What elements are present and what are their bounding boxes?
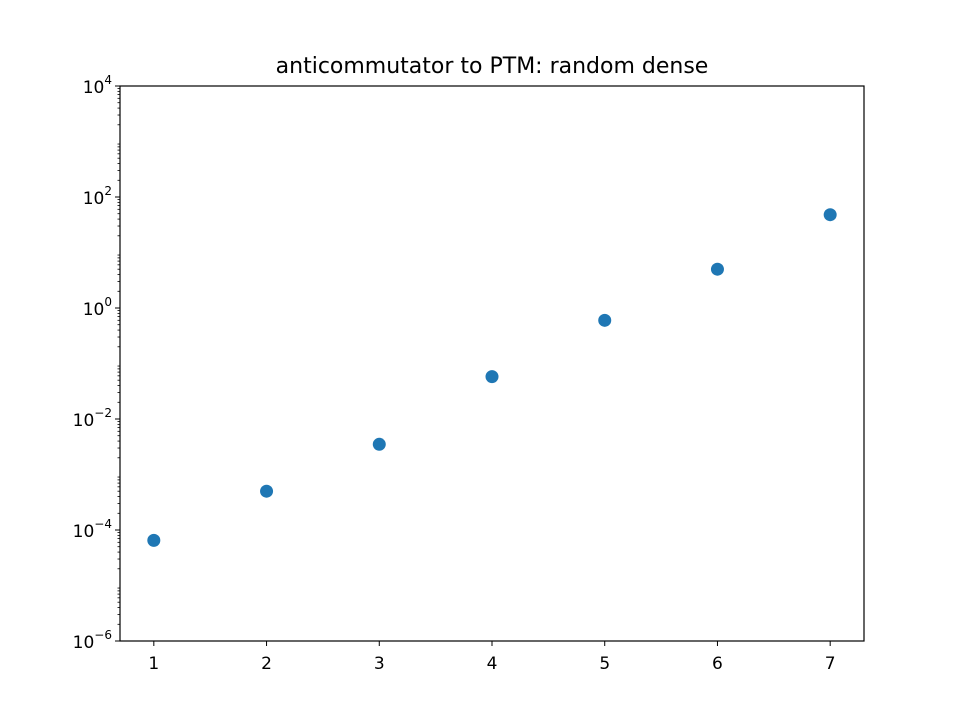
x-tick-label: 4 bbox=[487, 654, 498, 674]
x-tick-label: 3 bbox=[374, 654, 385, 674]
x-tick-label: 6 bbox=[712, 654, 723, 674]
data-point bbox=[710, 262, 724, 276]
y-tick-label: 10−2 bbox=[73, 406, 112, 431]
x-tick-label: 2 bbox=[261, 654, 272, 674]
y-tick-label: 102 bbox=[83, 184, 112, 209]
x-tick-label: 1 bbox=[148, 654, 159, 674]
data-point bbox=[372, 437, 386, 451]
y-tick-label: 10−6 bbox=[73, 628, 112, 653]
x-tick-label: 5 bbox=[599, 654, 610, 674]
plot-area: 10−6 10−4 10−2 100 102 104 1 2 3 4 5 6 7 bbox=[73, 73, 865, 674]
x-tick-label: 7 bbox=[825, 654, 836, 674]
data-point bbox=[147, 533, 161, 547]
y-tick-label: 104 bbox=[83, 73, 112, 98]
plot-frame bbox=[119, 85, 865, 642]
y-tick-label: 10−4 bbox=[73, 517, 112, 542]
data-point bbox=[823, 208, 837, 222]
y-tick-label: 100 bbox=[83, 295, 112, 320]
data-point bbox=[485, 370, 499, 384]
data-point bbox=[598, 313, 612, 327]
data-point bbox=[260, 484, 274, 498]
chart-title: anticommutator to PTM: random dense bbox=[276, 54, 709, 79]
